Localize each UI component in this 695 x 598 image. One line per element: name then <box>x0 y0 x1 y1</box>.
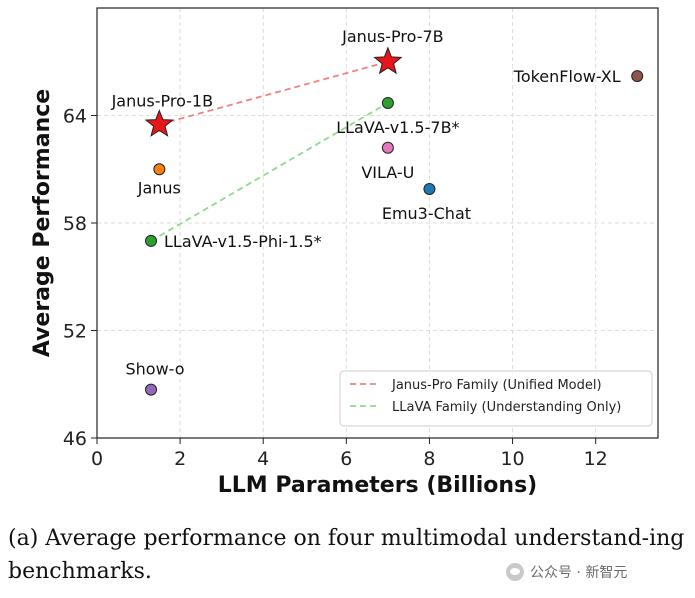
circle-marker <box>423 182 436 195</box>
series-line <box>150 102 389 242</box>
y-tick-label: 64 <box>63 106 87 128</box>
y-axis-title: Average Performance <box>30 89 55 357</box>
point-label: VILA-U <box>361 163 414 182</box>
point-labels: Janus-Pro-7B Janus-Pro-1B TokenFlow-XL LLaV… <box>111 27 621 379</box>
x-tick-label: 12 <box>584 448 608 470</box>
point-label: Show-o <box>126 360 185 379</box>
y-axis-ticks: 46 52 58 64 <box>63 106 97 450</box>
circle-marker <box>145 234 158 247</box>
point-label: LLaVA-v1.5-Phi-1.5* <box>164 232 322 251</box>
legend-entry: Janus-Pro Family (Unified Model) <box>391 378 602 393</box>
legend-entry: LLaVA Family (Understanding Only) <box>392 400 621 415</box>
y-tick-label: 46 <box>63 428 87 450</box>
watermark: 公众号 · 新智元 <box>506 560 691 584</box>
circle-marker <box>381 96 394 109</box>
data-points <box>144 46 644 396</box>
wechat-icon <box>506 563 524 581</box>
x-tick-label: 4 <box>257 448 269 470</box>
x-tick-label: 6 <box>340 448 352 470</box>
circle-marker <box>153 163 166 176</box>
circle-marker <box>631 70 644 83</box>
y-tick-label: 58 <box>63 213 87 235</box>
point-label: Janus-Pro-1B <box>111 91 214 110</box>
x-tick-label: 2 <box>174 448 186 470</box>
series-lines <box>150 60 389 242</box>
circle-marker <box>145 383 158 396</box>
scatter-chart: Janus-Pro-7B Janus-Pro-1B TokenFlow-XL LLaV… <box>30 7 659 498</box>
x-axis-ticks: 0 2 4 6 8 10 12 <box>91 438 608 470</box>
point-label: LLaVA-v1.5-7B* <box>336 118 459 137</box>
point-label: TokenFlow-XL <box>513 67 621 86</box>
legend-box <box>339 370 653 427</box>
circle-marker <box>381 141 394 154</box>
legend: Janus-Pro Family (Unified Model) LLaVA Fa… <box>339 370 653 427</box>
star-marker <box>373 46 403 75</box>
x-tick-label: 0 <box>91 448 103 470</box>
star-marker <box>144 109 174 137</box>
y-tick-label: 52 <box>63 321 87 343</box>
watermark-text: 公众号 · 新智元 <box>530 565 628 581</box>
figure-caption: (a) Average performance on four multimod… <box>8 526 685 584</box>
x-tick-label: 8 <box>423 448 435 470</box>
x-axis-title: LLM Parameters (Billions) <box>218 473 537 498</box>
point-label: Janus-Pro-7B <box>341 27 444 46</box>
point-label: Janus <box>137 178 181 197</box>
x-tick-label: 10 <box>500 448 524 470</box>
point-label: Emu3-Chat <box>382 204 471 223</box>
